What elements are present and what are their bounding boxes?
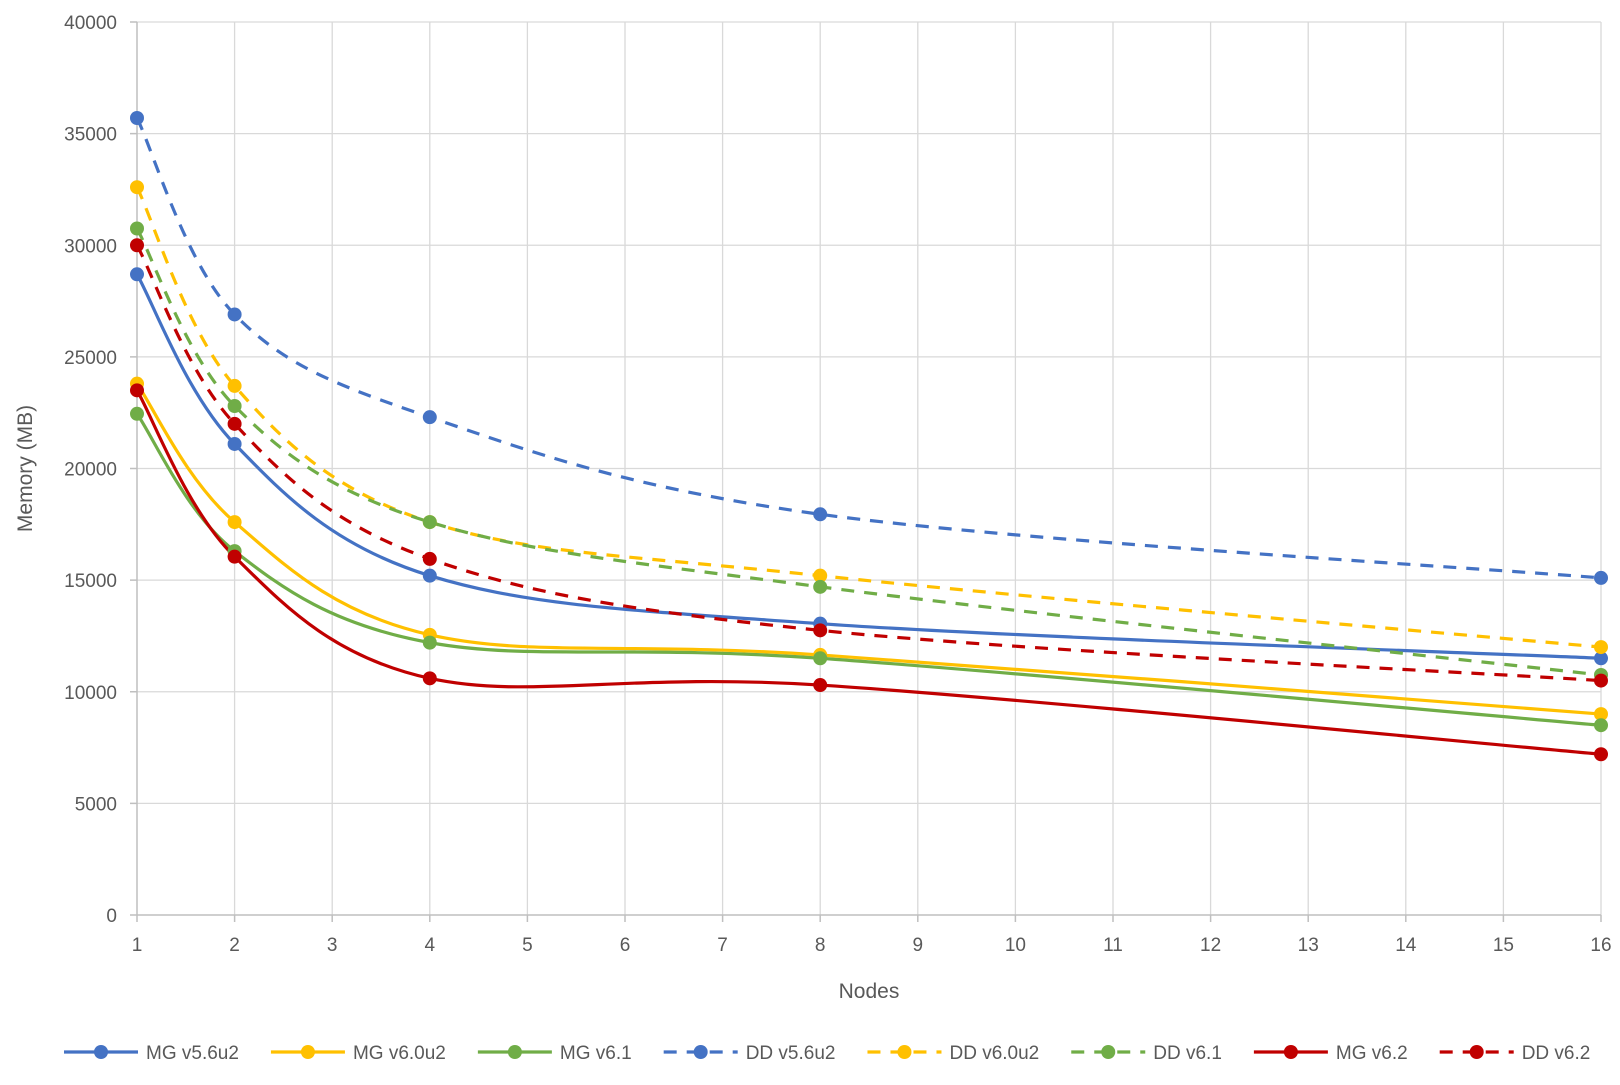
- x-tick-label-2: 3: [327, 935, 338, 956]
- data-point-0-2: [422, 568, 437, 583]
- grid: [137, 21, 1602, 915]
- data-point-6-2: [422, 671, 437, 686]
- data-point-4-3: [813, 568, 828, 583]
- data-point-2-4: [1594, 718, 1608, 733]
- series-line-6: [135, 389, 1602, 756]
- data-point-5-3: [813, 579, 828, 594]
- data-point-4-0: [130, 180, 144, 195]
- legend-swatch-marker-4: [897, 1045, 912, 1059]
- data-point-5-1: [227, 398, 242, 413]
- series-line-1: [135, 382, 1602, 716]
- data-point-3-0: [130, 110, 144, 125]
- x-tick-label-10: 11: [1103, 935, 1123, 956]
- legend-swatch-marker-3: [693, 1045, 708, 1059]
- y-tick-label-2: 10000: [64, 683, 117, 704]
- y-tick-label-0: 0: [106, 906, 117, 927]
- x-tick-label-1: 2: [229, 935, 240, 956]
- legend-label-5: DD v6.1: [1153, 1043, 1222, 1064]
- series-line-7: [135, 244, 1602, 683]
- data-point-2-3: [813, 651, 828, 666]
- data-point-1-4: [1594, 707, 1608, 722]
- x-tick-label-12: 13: [1298, 935, 1319, 956]
- data-point-6-1: [227, 549, 242, 564]
- data-point-2-0: [130, 406, 144, 421]
- y-tick-label-7: 35000: [64, 125, 117, 146]
- series-line-5: [135, 227, 1602, 677]
- data-point-3-2: [422, 410, 437, 425]
- x-tick-label-13: 14: [1395, 935, 1417, 956]
- legend-label-7: DD v6.2: [1522, 1043, 1591, 1064]
- data-point-3-1: [227, 307, 242, 322]
- data-point-7-3: [813, 623, 828, 638]
- data-point-6-0: [130, 383, 144, 398]
- data-point-6-4: [1594, 747, 1608, 762]
- data-point-4-1: [227, 378, 242, 393]
- data-point-6-3: [813, 678, 828, 693]
- legend-label-6: MG v6.2: [1336, 1043, 1408, 1064]
- x-tick-label-15: 16: [1590, 935, 1611, 956]
- legend-swatch-marker-0: [94, 1045, 108, 1059]
- y-tick-label-6: 30000: [64, 236, 117, 257]
- x-tick-label-11: 12: [1200, 935, 1221, 956]
- x-tick-label-6: 7: [717, 935, 728, 956]
- data-point-2-2: [422, 635, 437, 650]
- legend-label-3: DD v5.6u2: [746, 1043, 836, 1064]
- series-line-0: [135, 273, 1602, 660]
- data-point-3-4: [1594, 570, 1608, 585]
- legend: MG v5.6u2 MG v6.0u2 MG v6.1 DD v5.6u2 DD v6.…: [64, 1043, 1590, 1064]
- data-point-0-4: [1594, 651, 1608, 666]
- x-tick-label-8: 9: [913, 935, 924, 956]
- series-line-3: [135, 117, 1602, 580]
- legend-swatch-marker-7: [1469, 1045, 1484, 1059]
- x-tick-label-5: 6: [620, 935, 631, 956]
- data-point-7-1: [227, 416, 242, 431]
- x-tick-label-7: 8: [815, 935, 826, 956]
- y-tick-label-5: 25000: [64, 348, 117, 369]
- legend-label-0: MG v5.6u2: [146, 1043, 239, 1064]
- legend-label-2: MG v6.1: [560, 1043, 632, 1064]
- legend-label-4: DD v6.0u2: [949, 1043, 1039, 1064]
- data-point-7-4: [1594, 673, 1608, 688]
- data-point-5-2: [422, 515, 437, 530]
- x-tick-label-4: 5: [522, 935, 533, 956]
- legend-swatch-marker-6: [1283, 1045, 1298, 1059]
- x-axis-title: Nodes: [839, 980, 900, 1003]
- data-point-0-1: [227, 436, 242, 451]
- data-point-0-0: [130, 267, 144, 282]
- x-tick-label-9: 10: [1005, 935, 1026, 956]
- series-lines: [135, 117, 1602, 756]
- series-line-4: [135, 186, 1602, 649]
- x-tick-label-3: 4: [425, 935, 436, 956]
- y-tick-label-8: 40000: [64, 13, 117, 34]
- legend-label-1: MG v6.0u2: [353, 1043, 446, 1064]
- y-axis-title: Memory (MB): [14, 405, 37, 532]
- x-tick-label-0: 1: [132, 935, 143, 956]
- legend-swatch-marker-2: [507, 1045, 522, 1059]
- data-point-5-0: [130, 221, 144, 236]
- data-point-1-1: [227, 515, 242, 530]
- x-tick-label-14: 15: [1493, 935, 1514, 956]
- data-point-3-3: [813, 507, 828, 522]
- data-points: [130, 110, 1608, 762]
- legend-swatch-marker-5: [1101, 1045, 1116, 1059]
- data-point-4-4: [1594, 640, 1608, 655]
- y-tick-label-4: 20000: [64, 460, 117, 481]
- axes: 0 5000 10000 15000 20000 25000 30000 35000 40000…: [64, 13, 1611, 956]
- y-tick-label-3: 15000: [64, 571, 117, 592]
- y-tick-label-1: 5000: [75, 794, 117, 815]
- series-line-2: [135, 412, 1602, 727]
- legend-swatch-marker-1: [300, 1045, 315, 1059]
- data-point-7-2: [422, 551, 437, 566]
- data-point-7-0: [130, 238, 144, 253]
